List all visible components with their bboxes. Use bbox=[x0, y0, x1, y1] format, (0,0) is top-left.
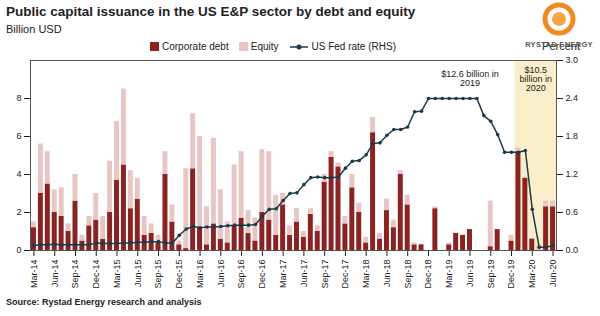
svg-text:0: 0 bbox=[16, 245, 21, 255]
svg-text:Dec-18: Dec-18 bbox=[423, 260, 433, 289]
svg-text:Sep-18: Sep-18 bbox=[403, 260, 413, 289]
svg-text:4: 4 bbox=[16, 169, 21, 179]
html-text:Source: Rystad Energy research: Source: Rystad Energy research and analy… bbox=[6, 297, 202, 307]
html-text:Billion USD: Billion USD bbox=[6, 23, 62, 35]
svg-text:1.8: 1.8 bbox=[566, 131, 579, 141]
svg-text:2.4: 2.4 bbox=[566, 93, 579, 103]
svg-text:Mar-19: Mar-19 bbox=[444, 260, 454, 289]
svg-text:Dec-14: Dec-14 bbox=[91, 260, 101, 289]
html-text:Percent: Percent bbox=[542, 40, 580, 52]
html-text:RYSTAD ENERGY: RYSTAD ENERGY bbox=[525, 40, 593, 49]
svg-text:Jun-14: Jun-14 bbox=[50, 260, 60, 288]
svg-text:Mar-18: Mar-18 bbox=[361, 260, 371, 289]
svg-text:0.6: 0.6 bbox=[566, 207, 579, 217]
svg-text:Dec-15: Dec-15 bbox=[174, 260, 184, 289]
svg-text:Jun-18: Jun-18 bbox=[382, 260, 392, 288]
html-text:Corporate debt: Corporate debt bbox=[162, 41, 229, 52]
svg-text:Sep-19: Sep-19 bbox=[486, 260, 496, 289]
html-text:Public capital issuance in the: Public capital issuance in the US E&P se… bbox=[6, 4, 416, 19]
svg-text:2: 2 bbox=[16, 207, 21, 217]
html-text:Equity: Equity bbox=[250, 41, 279, 52]
svg-text:Jun-16: Jun-16 bbox=[216, 260, 226, 288]
svg-text:Mar-17: Mar-17 bbox=[278, 260, 288, 289]
svg-text:Jun-15: Jun-15 bbox=[133, 260, 143, 288]
svg-text:$10.5billion in2020: $10.5billion in2020 bbox=[519, 65, 552, 93]
svg-text:Mar-14: Mar-14 bbox=[29, 260, 39, 289]
svg-text:Dec-17: Dec-17 bbox=[340, 260, 350, 289]
svg-text:1.2: 1.2 bbox=[566, 169, 579, 179]
svg-text:0.0: 0.0 bbox=[566, 245, 579, 255]
svg-text:Dec-19: Dec-19 bbox=[506, 260, 516, 289]
svg-text:Sep-15: Sep-15 bbox=[153, 260, 163, 289]
svg-text:8: 8 bbox=[16, 93, 21, 103]
svg-text:$12.6 billion in2019: $12.6 billion in2019 bbox=[441, 69, 499, 88]
svg-text:Mar-16: Mar-16 bbox=[195, 260, 205, 289]
svg-text:3.0: 3.0 bbox=[566, 55, 579, 65]
svg-text:6: 6 bbox=[16, 131, 21, 141]
svg-text:Jun-20: Jun-20 bbox=[548, 260, 558, 288]
svg-text:Jun-19: Jun-19 bbox=[465, 260, 475, 288]
svg-text:Jun-17: Jun-17 bbox=[299, 260, 309, 288]
svg-text:Mar-20: Mar-20 bbox=[527, 260, 537, 289]
svg-text:Mar-15: Mar-15 bbox=[112, 260, 122, 289]
svg-text:Dec-16: Dec-16 bbox=[257, 260, 267, 289]
html-text:US Fed rate (RHS): US Fed rate (RHS) bbox=[311, 41, 396, 52]
svg-text:Sep-16: Sep-16 bbox=[236, 260, 246, 289]
svg-text:Sep-17: Sep-17 bbox=[320, 260, 330, 289]
svg-text:Sep-14: Sep-14 bbox=[70, 260, 80, 289]
